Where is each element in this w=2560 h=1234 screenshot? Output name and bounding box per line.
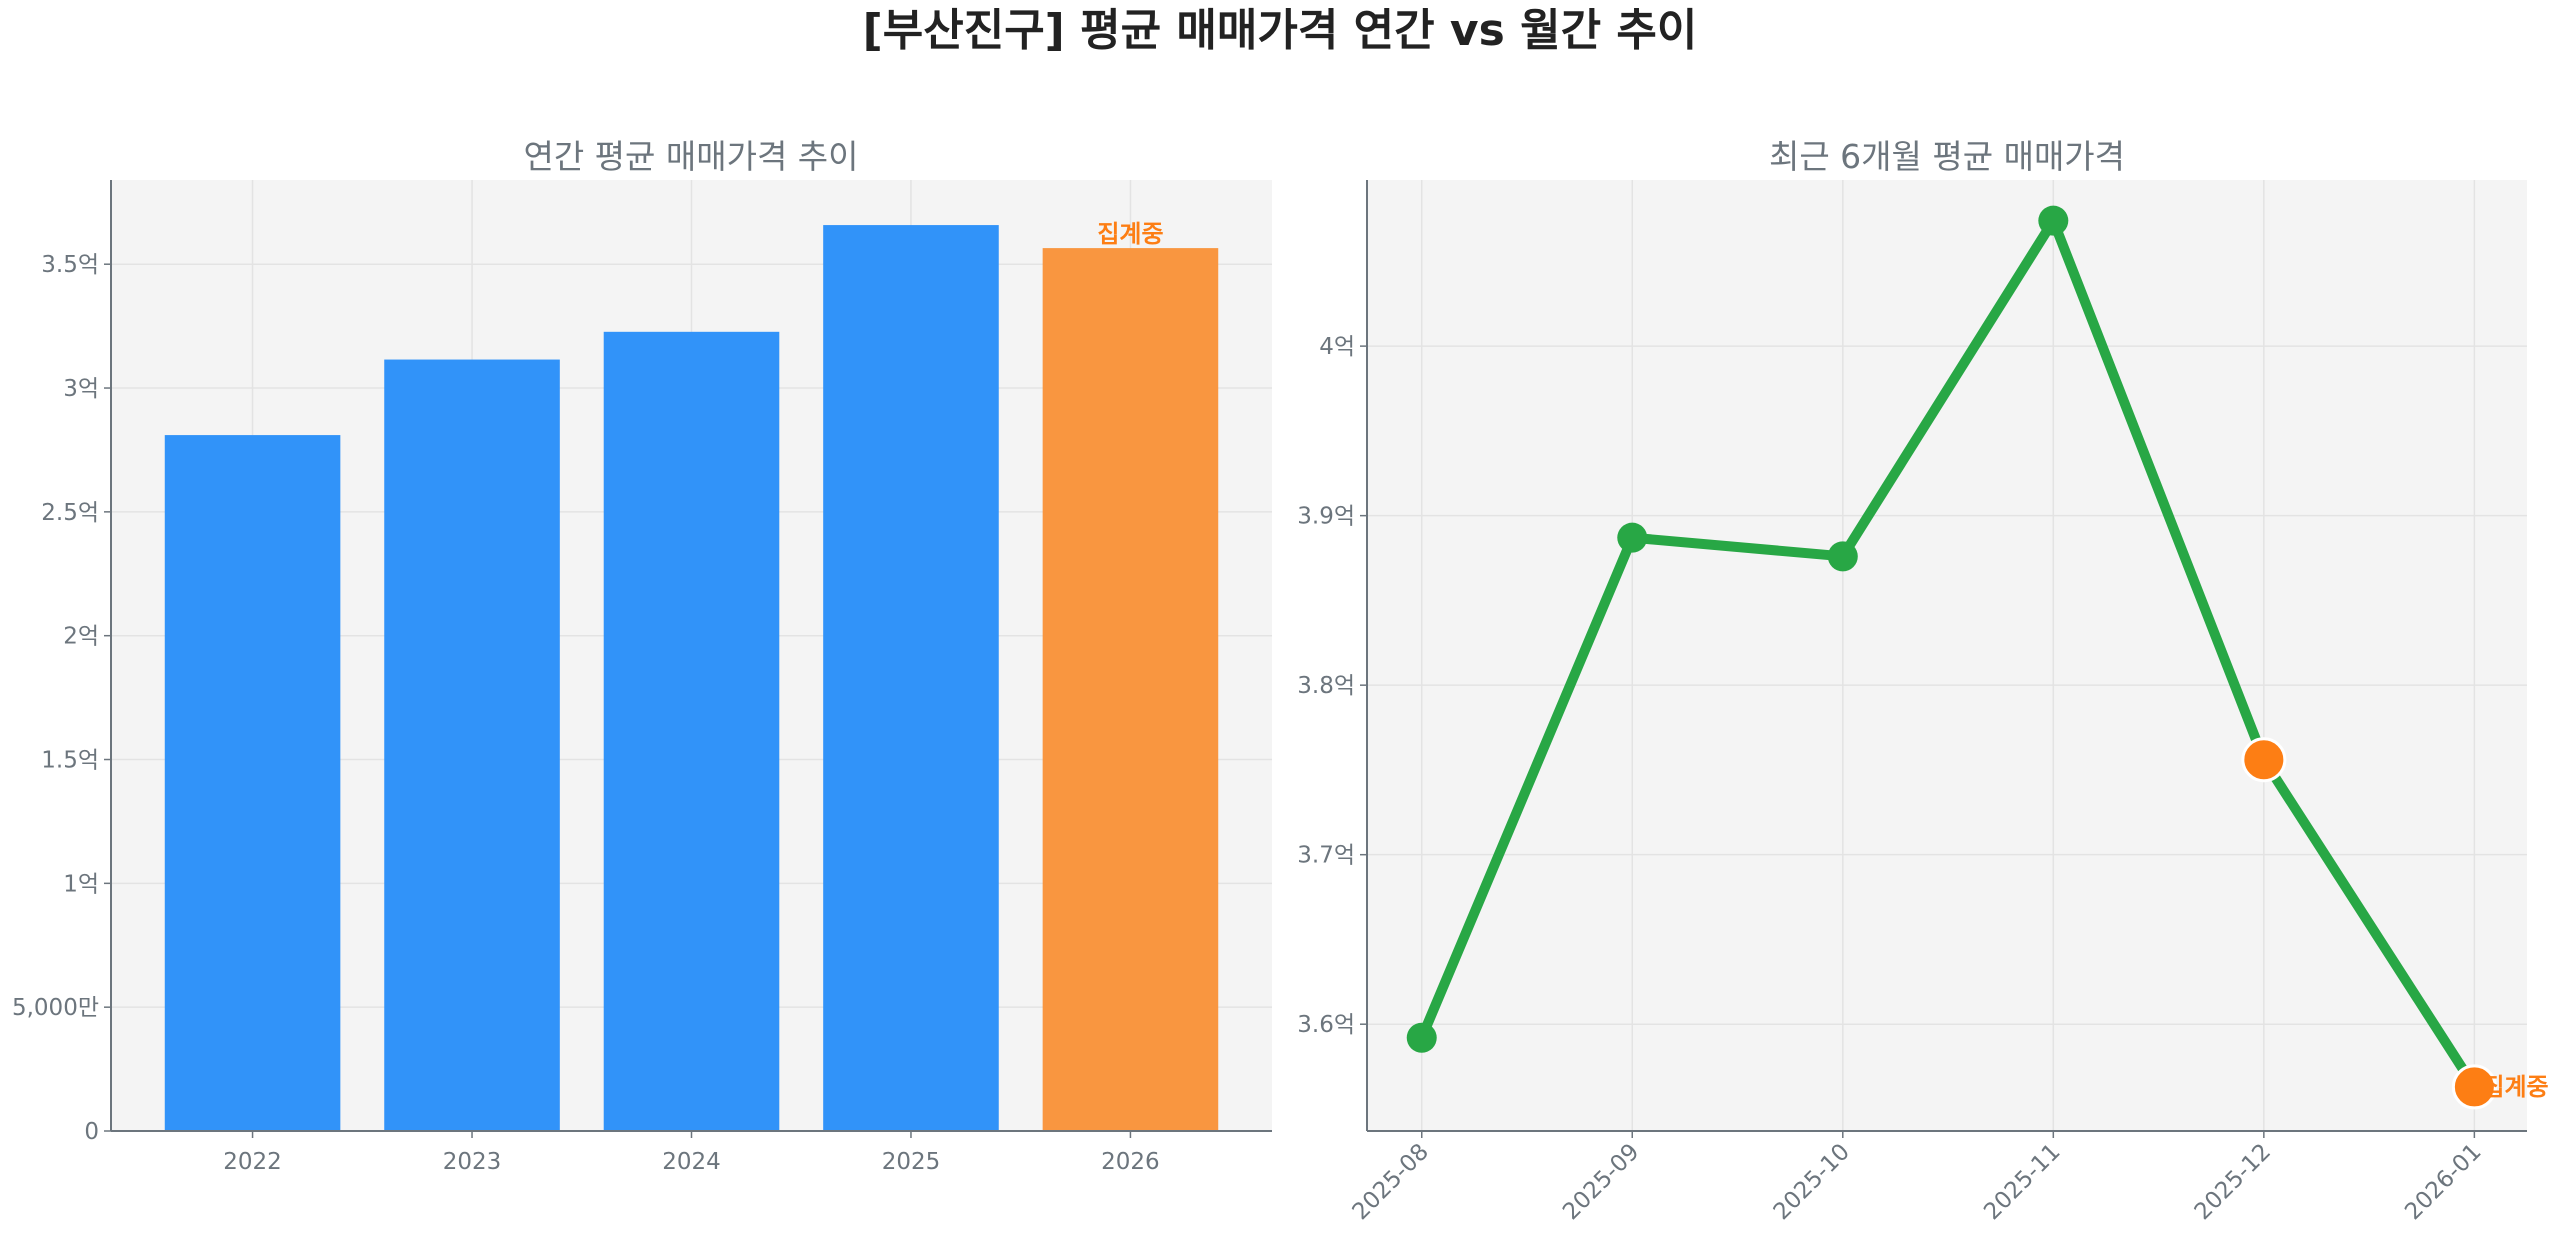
- point-marker-2025-08: [1406, 1022, 1437, 1053]
- partial-annotation: 집계중: [2482, 1073, 2548, 1101]
- x-tick-label: 2025: [882, 1149, 941, 1175]
- x-tick-label: 2022: [223, 1149, 282, 1175]
- x-tick-label: 2025-09: [1558, 1139, 1644, 1225]
- y-tick-label: 3.5억: [41, 252, 99, 278]
- y-tick-label: 2억: [63, 624, 99, 650]
- price-line: [1417, 215, 2479, 1090]
- bar-chart-title: 연간 평균 매매가격 추이: [523, 137, 858, 176]
- y-tick-label: 3.7억: [1297, 843, 1355, 869]
- x-tick-label: 2026: [1101, 1149, 1160, 1175]
- y-tick-label: 1억: [63, 871, 99, 897]
- partial-marker-2026-01: [2451, 1064, 2497, 1110]
- y-tick-label: 3.8억: [1297, 673, 1355, 699]
- y-tick-label: 3억: [63, 376, 99, 402]
- y-tick-label: 5,000만: [12, 995, 99, 1021]
- bar-2022: [164, 435, 341, 1131]
- x-tick-label: 2026-01: [2400, 1139, 2486, 1225]
- bar-2023: [384, 359, 560, 1131]
- x-tick-label: 2025-08: [1348, 1139, 1434, 1225]
- plot-area: [1367, 180, 2527, 1131]
- x-tick-label: 2025-10: [1769, 1139, 1855, 1225]
- partial-annotation: 집계중: [1097, 220, 1163, 248]
- x-tick-label: 2023: [443, 1149, 502, 1175]
- line-chart: 3.6억 3.7억 3.8억 3.9억 4억 2025-08 2025-09 2025-10 2…: [1297, 180, 2549, 1225]
- partial-marker-2025-12: [2241, 737, 2287, 783]
- y-tick-label: 4억: [1319, 334, 1355, 360]
- x-tick-label: 2024: [662, 1149, 721, 1175]
- bar-chart: 0 5,000만 1억 1.5억 2억 2.5억 3억 3.5억 2022 2023 2024 202…: [12, 180, 1272, 1175]
- bar-2024: [603, 331, 780, 1131]
- x-tick-label: 2025-11: [1979, 1139, 2065, 1225]
- point-marker-2025-11: [2038, 205, 2069, 236]
- y-tick-label: 2.5억: [41, 500, 99, 526]
- bar-2025: [823, 225, 999, 1132]
- figure-title: [부산진구] 평균 매매가격 연간 vs 월간 추이: [863, 5, 1698, 56]
- line-chart-title: 최근 6개월 평균 매매가격: [1769, 137, 2125, 176]
- point-marker-2025-10: [1827, 541, 1858, 572]
- bar-2026: [1042, 248, 1219, 1131]
- point-marker-2025-09: [1617, 522, 1648, 553]
- y-tick-label: 3.9억: [1297, 504, 1355, 530]
- y-tick-label: 1.5억: [41, 748, 99, 774]
- y-tick-label: 3.6억: [1297, 1012, 1355, 1038]
- x-tick-label: 2025-12: [2190, 1139, 2276, 1225]
- y-tick-label: 0: [84, 1119, 99, 1145]
